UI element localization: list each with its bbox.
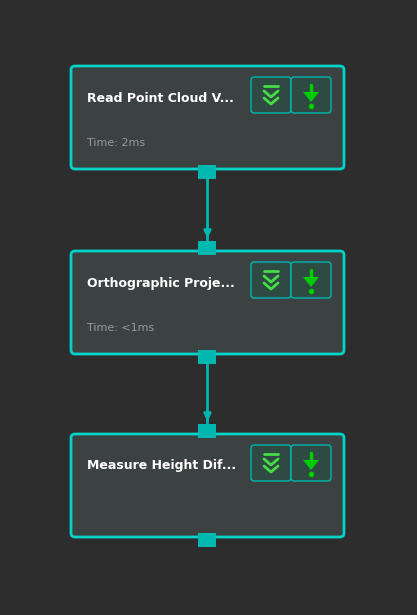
FancyBboxPatch shape [291,445,331,481]
Text: Measure Height Dif...: Measure Height Dif... [87,459,236,472]
Text: Time: 2ms: Time: 2ms [87,138,145,148]
FancyBboxPatch shape [251,262,291,298]
Text: Orthographic Proje...: Orthographic Proje... [87,277,235,290]
FancyBboxPatch shape [71,434,344,537]
FancyBboxPatch shape [198,350,216,364]
FancyBboxPatch shape [251,445,291,481]
FancyBboxPatch shape [291,77,331,113]
Polygon shape [303,92,319,102]
Polygon shape [303,460,319,470]
Polygon shape [303,277,319,287]
FancyBboxPatch shape [71,66,344,169]
FancyBboxPatch shape [251,77,291,113]
Text: Time: <1ms: Time: <1ms [87,323,154,333]
FancyBboxPatch shape [71,251,344,354]
FancyBboxPatch shape [198,165,216,179]
FancyBboxPatch shape [198,241,216,255]
FancyBboxPatch shape [291,262,331,298]
FancyBboxPatch shape [198,533,216,547]
Text: Read Point Cloud V...: Read Point Cloud V... [87,92,234,105]
FancyBboxPatch shape [198,424,216,438]
